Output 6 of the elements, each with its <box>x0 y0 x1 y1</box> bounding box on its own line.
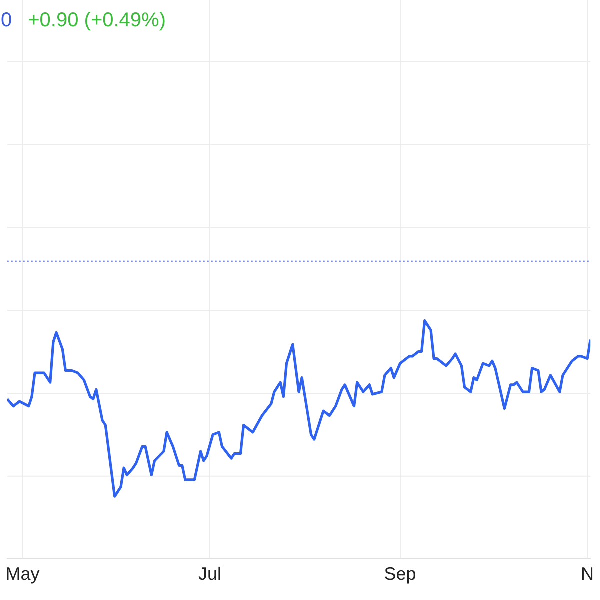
text: +0.90 (+0.49%) <box>28 10 166 32</box>
x-tick-label: Sep <box>384 564 416 584</box>
x-tick-label: Jul <box>198 564 222 584</box>
text: 0 <box>1 10 12 32</box>
x-tick-label: May <box>6 564 40 584</box>
x-tick-label: N <box>581 564 594 584</box>
